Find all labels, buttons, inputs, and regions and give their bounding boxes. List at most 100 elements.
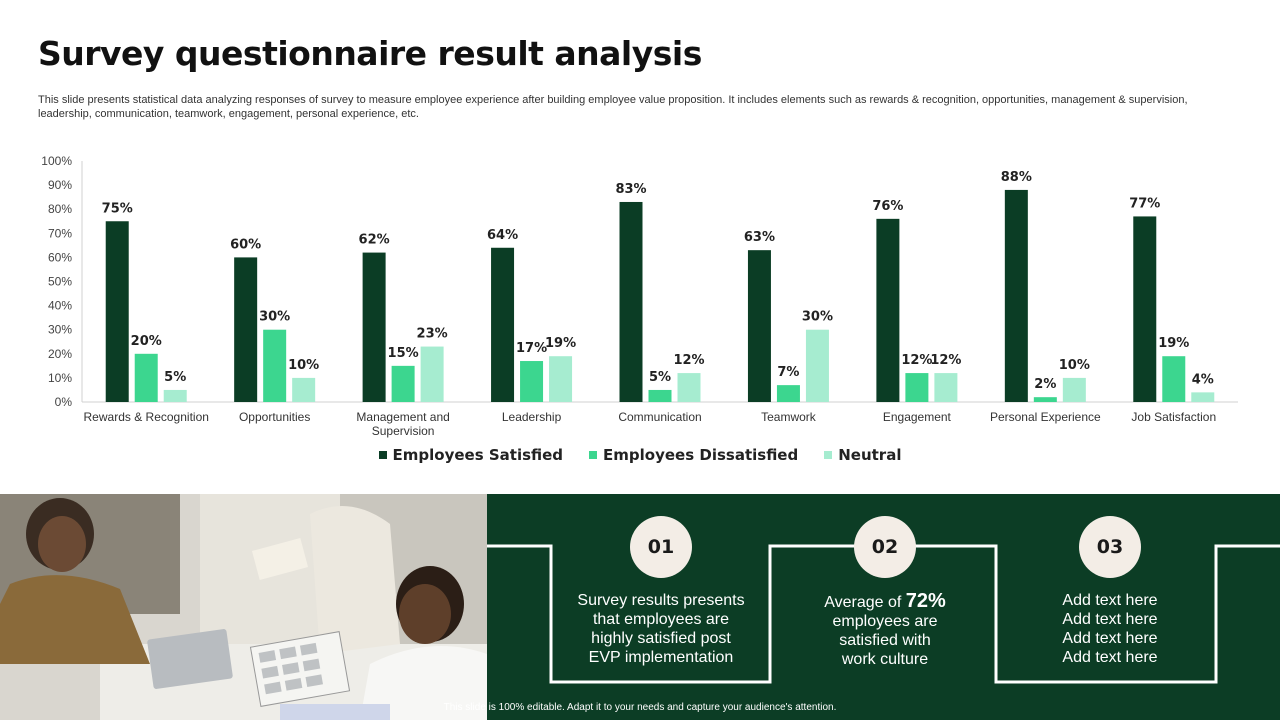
legend-swatch-satisfied xyxy=(378,451,387,459)
step-01-line: EVP implementation xyxy=(588,649,734,666)
data-label: 7% xyxy=(777,365,799,380)
bar-chart: 0% 10% 20% 30% 40% 50% 60% 70% 80% 90% 100% 75% 20% 5… xyxy=(41,154,1238,438)
bar-neutral xyxy=(549,356,573,402)
data-label: 63% xyxy=(744,230,775,245)
x-tick-label: Leadership xyxy=(502,410,562,424)
bar-employees-satisfied xyxy=(105,221,129,402)
data-label: 30% xyxy=(259,310,290,325)
bar-employees-dissatisfied xyxy=(134,353,158,402)
data-label: 20% xyxy=(131,334,162,349)
step-text-01: Survey results presents that employees a… xyxy=(561,591,761,667)
step-text-03: Add text here Add text here Add text her… xyxy=(1010,591,1210,667)
data-label: 30% xyxy=(802,310,833,325)
bar-neutral xyxy=(805,329,829,402)
data-label: 12% xyxy=(673,353,704,368)
data-label: 77% xyxy=(1129,196,1160,211)
bar-employees-dissatisfied xyxy=(520,361,544,402)
step-02-highlight: 72% xyxy=(905,590,946,612)
bar-employees-dissatisfied xyxy=(1033,397,1057,402)
bar-neutral xyxy=(934,373,958,402)
data-label: 15% xyxy=(388,346,419,361)
data-label: 2% xyxy=(1034,377,1056,392)
step-02-line: employees are xyxy=(832,613,938,630)
y-tick-label: 100% xyxy=(41,154,72,168)
data-label: 62% xyxy=(359,233,390,248)
x-tick-label: Teamwork xyxy=(761,410,817,424)
legend-swatch-dissatisfied xyxy=(589,451,598,459)
office-meeting-photo xyxy=(0,494,487,720)
bar-neutral xyxy=(163,389,187,402)
step-02-line: satisfied with xyxy=(839,632,931,649)
legend-item-satisfied: Employees Satisfied xyxy=(378,446,563,464)
data-label: 5% xyxy=(649,370,671,385)
y-tick-label: 0% xyxy=(55,395,73,409)
y-tick-label: 40% xyxy=(48,299,72,313)
data-label: 19% xyxy=(545,336,576,351)
data-label: 4% xyxy=(1192,372,1214,387)
bar-neutral xyxy=(1191,392,1215,402)
legend-swatch-neutral xyxy=(824,451,833,459)
step-03-line: Add text here xyxy=(1062,592,1158,609)
y-tick-label: 80% xyxy=(48,202,72,216)
page-title: Survey questionnaire result analysis xyxy=(38,34,702,73)
step-02-line: work culture xyxy=(841,651,929,668)
x-tick-label: Opportunities xyxy=(239,410,310,424)
y-tick-label: 70% xyxy=(48,226,72,240)
bar-employees-satisfied xyxy=(234,257,258,402)
bar-employees-dissatisfied xyxy=(776,385,800,402)
data-label: 23% xyxy=(417,327,448,342)
data-label: 12% xyxy=(930,353,961,368)
step-02-line: Average of 72% xyxy=(785,590,985,612)
data-label: 83% xyxy=(615,182,646,197)
data-label: 17% xyxy=(516,341,547,356)
bar-employees-satisfied xyxy=(1133,216,1157,402)
y-tick-label: 50% xyxy=(48,275,72,289)
y-tick-label: 20% xyxy=(48,347,72,361)
step-01-line: that employees are xyxy=(592,611,730,628)
y-tick-label: 60% xyxy=(48,250,72,264)
data-label: 5% xyxy=(164,370,186,385)
bar-employees-dissatisfied xyxy=(391,365,415,402)
y-tick-label: 90% xyxy=(48,178,72,192)
x-tick-label: Rewards & Recognition xyxy=(84,410,209,424)
bar-employees-dissatisfied xyxy=(905,373,929,402)
bar-employees-satisfied xyxy=(747,250,771,402)
bar-neutral xyxy=(420,346,444,402)
step-02-prefix: Average of xyxy=(824,594,906,611)
bar-employees-satisfied xyxy=(619,201,643,402)
step-number-01: 01 xyxy=(630,516,692,578)
bar-employees-dissatisfied xyxy=(648,389,672,402)
bar-employees-dissatisfied xyxy=(263,329,287,402)
x-tick-label: Job Satisfaction xyxy=(1131,410,1216,424)
step-03-line: Add text here xyxy=(1062,649,1158,666)
legend-item-dissatisfied: Employees Dissatisfied xyxy=(589,446,798,464)
bar-employees-dissatisfied xyxy=(1162,356,1186,402)
step-number-03: 03 xyxy=(1079,516,1141,578)
photo-illustration xyxy=(0,494,487,720)
data-label: 64% xyxy=(487,228,518,243)
data-label: 19% xyxy=(1158,336,1189,351)
x-tick-label: Engagement xyxy=(883,410,952,424)
step-01-line: highly satisfied post xyxy=(591,630,731,647)
legend-label-neutral: Neutral xyxy=(838,446,902,464)
step-text-02: Average of 72% employees are satisfied w… xyxy=(785,590,985,669)
page-description: This slide presents statistical data ana… xyxy=(38,94,1188,120)
step-number-02: 02 xyxy=(854,516,916,578)
legend-label-dissatisfied: Employees Dissatisfied xyxy=(603,446,799,464)
bar-neutral xyxy=(1062,377,1086,402)
x-tick-label: Personal Experience xyxy=(990,410,1101,424)
step-03-line: Add text here xyxy=(1062,611,1158,628)
summary-panel: 01 02 03 Survey results presents that em… xyxy=(487,494,1280,720)
data-label: 76% xyxy=(872,199,903,214)
data-label: 10% xyxy=(1059,358,1090,373)
bar-employees-satisfied xyxy=(491,247,515,402)
x-tick-label: Management and Supervision xyxy=(356,410,449,438)
data-label: 12% xyxy=(901,353,932,368)
y-tick-label: 30% xyxy=(48,323,72,337)
bar-employees-satisfied xyxy=(1004,189,1028,402)
x-tick-label: Communication xyxy=(618,410,701,424)
step-01-line: Survey results presents xyxy=(577,592,745,609)
bar-neutral xyxy=(677,373,701,402)
data-label: 75% xyxy=(102,201,133,216)
data-label: 60% xyxy=(230,237,261,252)
